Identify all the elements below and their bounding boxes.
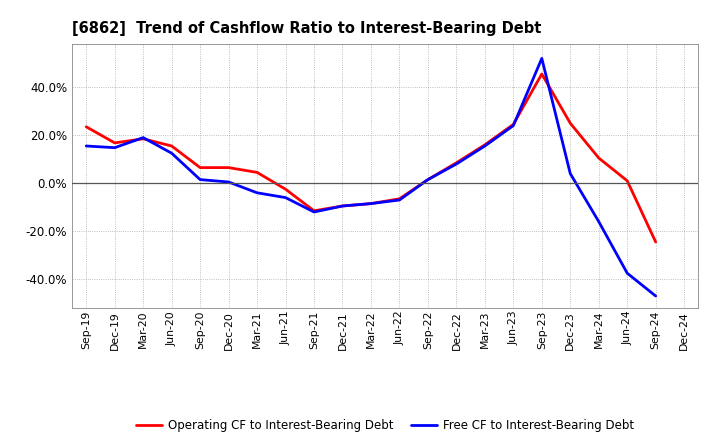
Free CF to Interest-Bearing Debt [566,171,575,176]
Operating CF to Interest-Bearing Debt [282,187,290,192]
Free CF to Interest-Bearing Debt [338,203,347,209]
Operating CF to Interest-Bearing Debt [310,208,318,213]
Operating CF to Interest-Bearing Debt [566,121,575,126]
Operating CF to Interest-Bearing Debt [338,203,347,209]
Operating CF to Interest-Bearing Debt [253,170,261,175]
Free CF to Interest-Bearing Debt [595,219,603,224]
Free CF to Interest-Bearing Debt [623,271,631,276]
Free CF to Interest-Bearing Debt [82,143,91,149]
Operating CF to Interest-Bearing Debt [139,136,148,141]
Operating CF to Interest-Bearing Debt [480,142,489,147]
Operating CF to Interest-Bearing Debt [225,165,233,170]
Text: [6862]  Trend of Cashflow Ratio to Interest-Bearing Debt: [6862] Trend of Cashflow Ratio to Intere… [72,21,541,36]
Free CF to Interest-Bearing Debt [395,198,404,203]
Operating CF to Interest-Bearing Debt [595,155,603,161]
Operating CF to Interest-Bearing Debt [196,165,204,170]
Free CF to Interest-Bearing Debt [452,161,461,167]
Free CF to Interest-Bearing Debt [282,195,290,200]
Operating CF to Interest-Bearing Debt [82,124,91,129]
Operating CF to Interest-Bearing Debt [509,122,518,127]
Free CF to Interest-Bearing Debt [167,150,176,156]
Legend: Operating CF to Interest-Bearing Debt, Free CF to Interest-Bearing Debt: Operating CF to Interest-Bearing Debt, F… [132,414,639,436]
Free CF to Interest-Bearing Debt [110,145,119,150]
Free CF to Interest-Bearing Debt [480,143,489,149]
Free CF to Interest-Bearing Debt [537,56,546,61]
Free CF to Interest-Bearing Debt [196,177,204,182]
Free CF to Interest-Bearing Debt [509,123,518,128]
Free CF to Interest-Bearing Debt [423,177,432,182]
Free CF to Interest-Bearing Debt [139,135,148,140]
Line: Free CF to Interest-Bearing Debt: Free CF to Interest-Bearing Debt [86,59,656,296]
Free CF to Interest-Bearing Debt [366,201,375,206]
Operating CF to Interest-Bearing Debt [537,71,546,77]
Operating CF to Interest-Bearing Debt [652,239,660,245]
Operating CF to Interest-Bearing Debt [623,178,631,183]
Line: Operating CF to Interest-Bearing Debt: Operating CF to Interest-Bearing Debt [86,74,656,242]
Operating CF to Interest-Bearing Debt [452,160,461,165]
Operating CF to Interest-Bearing Debt [110,140,119,146]
Free CF to Interest-Bearing Debt [652,293,660,299]
Operating CF to Interest-Bearing Debt [423,177,432,182]
Free CF to Interest-Bearing Debt [253,190,261,195]
Operating CF to Interest-Bearing Debt [395,196,404,202]
Free CF to Interest-Bearing Debt [225,180,233,185]
Operating CF to Interest-Bearing Debt [366,201,375,206]
Operating CF to Interest-Bearing Debt [167,143,176,149]
Free CF to Interest-Bearing Debt [310,209,318,215]
